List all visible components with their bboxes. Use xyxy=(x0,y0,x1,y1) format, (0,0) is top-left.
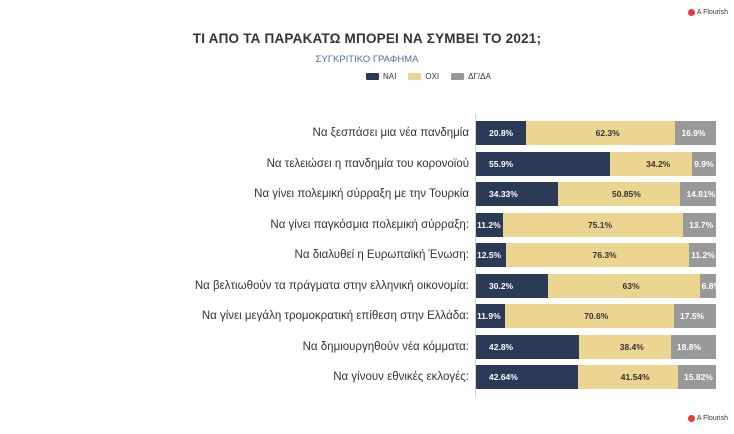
flourish-label: A Flourish xyxy=(696,415,728,422)
bar-segment-na[interactable]: 14.81% xyxy=(680,182,716,206)
bar-segment-no[interactable]: 75.1% xyxy=(502,212,684,237)
bar-value-label: 42.64% xyxy=(489,372,518,382)
bar-segment-na[interactable]: 18.8% xyxy=(670,334,716,359)
bar-segment-no[interactable]: 34.2% xyxy=(610,151,693,176)
bar-segment-na[interactable]: 13.7% xyxy=(683,212,716,237)
bar-segment-na[interactable]: 15.82% xyxy=(678,365,716,389)
category-label: Να βελτιωθούν τα πράγματα στην ελληνική … xyxy=(194,279,469,292)
legend-label-na: ΔΓ/ΔΑ xyxy=(468,72,491,81)
bar-value-label: 76.3% xyxy=(592,250,617,260)
bar-value-label: 11.9% xyxy=(477,311,501,321)
bar-value-label: 63% xyxy=(622,280,640,291)
bar-segment-no[interactable]: 50.85% xyxy=(558,182,681,206)
legend-label-yes: ΝΑΙ xyxy=(383,72,397,81)
bar-value-label: 11.2% xyxy=(477,219,501,230)
bar-segment-yes[interactable]: 20.8% xyxy=(476,121,526,145)
category-label: Να δημιουργηθούν νέα κόμματα: xyxy=(302,340,469,353)
bar-value-label: 12.5% xyxy=(477,250,502,260)
bar-segment-yes[interactable]: 12.5% xyxy=(476,243,506,267)
bar-value-label: 11.2% xyxy=(691,250,715,260)
bar-segment-no[interactable]: 62.3% xyxy=(525,121,676,145)
bar-segment-no[interactable]: 41.54% xyxy=(578,365,679,389)
bar-segment-no[interactable]: 63% xyxy=(548,273,700,298)
bar-value-label: 62.3% xyxy=(595,128,620,138)
bar-segment-na[interactable]: 9.9% xyxy=(692,151,716,176)
flourish-logo-icon xyxy=(687,415,695,422)
flourish-badge-bottom[interactable]: A Flourish xyxy=(687,415,728,422)
bar-segment-na[interactable]: 16.9% xyxy=(675,121,716,145)
category-label: Να τελειώσει η πανδημία του κορονοϊού xyxy=(266,157,469,170)
bar-segment-na[interactable]: 11.2% xyxy=(689,243,716,267)
bar-value-label: 15.82% xyxy=(684,372,713,382)
bar-value-label: 17.5% xyxy=(680,311,705,321)
bar-segment-yes[interactable]: 11.9% xyxy=(476,304,505,328)
legend: ΝΑΙ ΟΧΙ ΔΓ/ΔΑ xyxy=(366,72,503,81)
bar-value-label: 20.8% xyxy=(489,128,514,138)
legend-swatch-na xyxy=(451,73,465,80)
bar-value-label: 6.8% xyxy=(701,280,716,291)
bar-value-label: 34.2% xyxy=(646,158,671,169)
bar-value-label: 55.9% xyxy=(489,158,514,169)
axis-line xyxy=(475,114,476,397)
legend-item-no[interactable]: ΟΧΙ xyxy=(408,72,439,81)
bar-value-label: 75.1% xyxy=(587,219,613,230)
bar-segment-yes[interactable]: 30.2% xyxy=(476,273,549,298)
bar-segment-yes[interactable]: 42.8% xyxy=(476,334,579,359)
category-label: Να γίνει πολεμική σύρραξη με την Τουρκία xyxy=(254,188,469,200)
flourish-label: A Flourish xyxy=(696,9,728,16)
bar-value-label: 14.81% xyxy=(686,189,716,199)
chart-title: ΤΙ ΑΠΟ ΤΑ ΠΑΡΑΚΑΤΩ ΜΠΟΡΕΙ ΝΑ ΣΥΜΒΕΙ ΤΟ 2… xyxy=(192,31,542,46)
bar-value-label: 41.54% xyxy=(620,372,650,382)
bar-value-label: 50.85% xyxy=(611,189,641,199)
flourish-badge-top[interactable]: A Flourish xyxy=(687,9,728,16)
bar-segment-yes[interactable]: 55.9% xyxy=(476,151,611,176)
bar-segment-yes[interactable]: 11.2% xyxy=(476,212,503,237)
chart-subtitle: ΣΥΓΚΡΙΤΙΚΟ ΓΡΑΦΗΜΑ xyxy=(315,54,419,65)
bar-segment-yes[interactable]: 34.33% xyxy=(476,182,559,206)
bar-segment-na[interactable]: 6.8% xyxy=(699,273,716,298)
bar-segment-no[interactable]: 38.4% xyxy=(578,334,671,359)
legend-swatch-no xyxy=(408,73,422,80)
bar-value-label: 34.33% xyxy=(489,189,518,199)
bar-segment-na[interactable]: 17.5% xyxy=(674,304,716,328)
bar-value-label: 16.9% xyxy=(681,128,706,138)
bar-value-label: 42.8% xyxy=(489,341,514,352)
category-label: Να ξεσπάσει μια νέα πανδημία xyxy=(312,127,469,139)
bar-value-label: 18.8% xyxy=(676,341,701,352)
category-label: Να γίνει μεγάλη τρομοκρατική επίθεση στη… xyxy=(201,310,469,322)
bar-segment-no[interactable]: 76.3% xyxy=(506,243,690,267)
category-label: Να γίνει παγκόσμια πολεμική σύρραξη: xyxy=(270,218,469,231)
category-label: Να γίνουν εθνικές εκλογές: xyxy=(333,371,469,383)
bar-segment-no[interactable]: 70.6% xyxy=(504,304,674,328)
legend-item-na[interactable]: ΔΓ/ΔΑ xyxy=(451,72,491,81)
flourish-logo-icon xyxy=(687,9,695,16)
legend-swatch-yes xyxy=(366,73,379,80)
bar-segment-yes[interactable]: 42.64% xyxy=(476,365,579,389)
legend-label-no: ΟΧΙ xyxy=(425,72,440,81)
legend-item-yes[interactable]: ΝΑΙ xyxy=(366,72,396,81)
bar-value-label: 38.4% xyxy=(619,341,644,352)
bar-value-label: 70.6% xyxy=(584,311,609,321)
category-label: Να διαλυθεί η Ευρωπαϊκή Ένωση: xyxy=(294,249,469,261)
bar-value-label: 13.7% xyxy=(689,219,714,230)
bar-value-label: 30.2% xyxy=(489,280,514,291)
bar-value-label: 9.9% xyxy=(694,158,714,169)
